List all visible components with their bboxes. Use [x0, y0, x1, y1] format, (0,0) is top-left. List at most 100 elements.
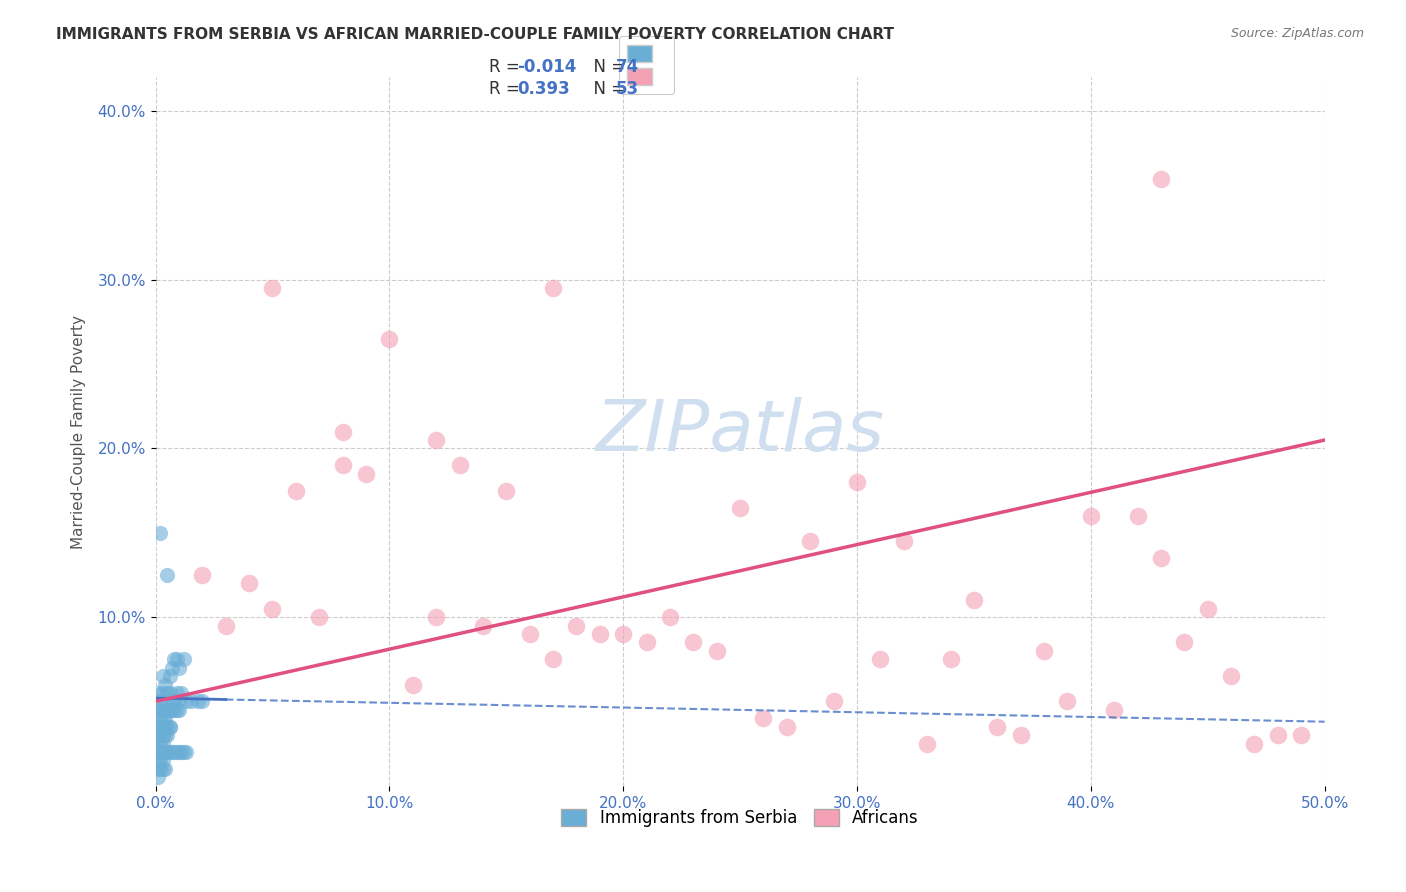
Point	[682, 635, 704, 649]
Point	[1220, 669, 1243, 683]
Point	[915, 737, 938, 751]
Point	[170, 686, 193, 700]
Point	[160, 703, 183, 717]
Point	[153, 720, 176, 734]
Point	[799, 534, 821, 549]
Point	[170, 745, 193, 759]
Point	[174, 694, 197, 708]
Point	[152, 737, 174, 751]
Point	[191, 694, 214, 708]
Point	[153, 703, 176, 717]
Y-axis label: Married-Couple Family Poverty: Married-Couple Family Poverty	[72, 315, 86, 549]
Point	[152, 720, 174, 734]
Point	[187, 694, 209, 708]
Point	[238, 576, 260, 591]
Point	[152, 754, 174, 768]
Text: 74: 74	[616, 58, 640, 76]
Point	[174, 745, 197, 759]
Point	[167, 661, 190, 675]
Point	[156, 703, 179, 717]
Point	[1289, 728, 1312, 742]
Point	[163, 652, 186, 666]
Point	[173, 652, 195, 666]
Point	[612, 627, 634, 641]
Point	[846, 475, 869, 490]
Point	[402, 677, 425, 691]
Text: Source: ZipAtlas.com: Source: ZipAtlas.com	[1230, 27, 1364, 40]
Point	[153, 677, 176, 691]
Point	[153, 728, 176, 742]
Point	[146, 754, 169, 768]
Point	[152, 711, 174, 725]
Point	[159, 669, 181, 683]
Point	[166, 703, 188, 717]
Point	[354, 467, 377, 481]
Point	[308, 610, 330, 624]
Point	[159, 686, 181, 700]
Point	[166, 652, 188, 666]
Point	[1150, 551, 1173, 566]
Point	[156, 686, 179, 700]
Point	[173, 745, 195, 759]
Point	[153, 694, 176, 708]
Point	[149, 694, 172, 708]
Point	[152, 703, 174, 717]
Point	[149, 737, 172, 751]
Point	[659, 610, 682, 624]
Text: N =: N =	[583, 80, 631, 98]
Point	[149, 711, 172, 725]
Point	[1173, 635, 1195, 649]
Point	[149, 720, 172, 734]
Point	[471, 618, 494, 632]
Point	[262, 601, 284, 615]
Point	[156, 720, 179, 734]
Point	[1243, 737, 1265, 751]
Point	[166, 686, 188, 700]
Point	[449, 458, 471, 473]
Point	[146, 728, 169, 742]
Point	[149, 703, 172, 717]
Point	[1126, 508, 1149, 523]
Point	[160, 694, 183, 708]
Point	[495, 483, 517, 498]
Point	[152, 745, 174, 759]
Legend: Immigrants from Serbia, Africans: Immigrants from Serbia, Africans	[555, 803, 925, 834]
Point	[167, 694, 190, 708]
Point	[146, 686, 169, 700]
Point	[332, 425, 354, 439]
Point	[149, 754, 172, 768]
Point	[215, 618, 238, 632]
Point	[776, 720, 799, 734]
Point	[893, 534, 915, 549]
Point	[152, 762, 174, 776]
Point	[1102, 703, 1125, 717]
Point	[160, 661, 183, 675]
Point	[167, 703, 190, 717]
Text: R =: R =	[489, 58, 526, 76]
Point	[149, 745, 172, 759]
Point	[332, 458, 354, 473]
Point	[636, 635, 658, 649]
Point	[167, 745, 190, 759]
Point	[153, 762, 176, 776]
Text: N =: N =	[583, 58, 631, 76]
Text: ZIPatlas: ZIPatlas	[596, 397, 884, 467]
Text: 53: 53	[616, 80, 638, 98]
Point	[752, 711, 775, 725]
Point	[156, 568, 179, 582]
Point	[146, 737, 169, 751]
Point	[1197, 601, 1219, 615]
Point	[149, 728, 172, 742]
Point	[425, 610, 447, 624]
Point	[706, 644, 728, 658]
Point	[1033, 644, 1056, 658]
Point	[146, 745, 169, 759]
Point	[1150, 171, 1173, 186]
Point	[262, 281, 284, 295]
Point	[153, 745, 176, 759]
Point	[159, 720, 181, 734]
Point	[823, 694, 845, 708]
Point	[869, 652, 891, 666]
Point	[152, 686, 174, 700]
Point	[1080, 508, 1102, 523]
